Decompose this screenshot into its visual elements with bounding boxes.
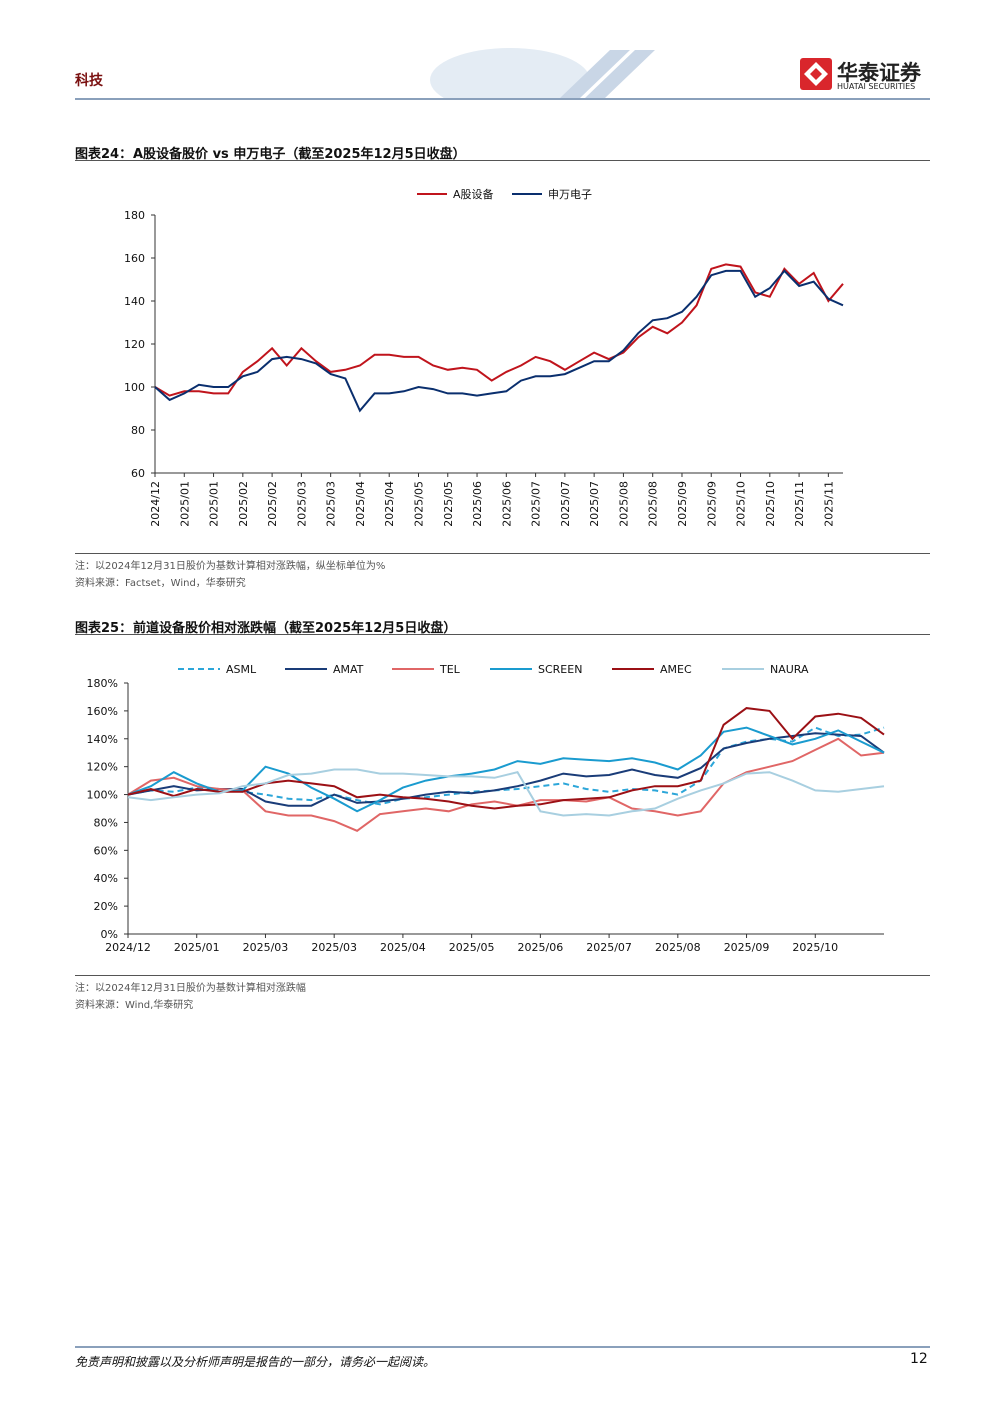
section: 科技 <box>75 73 103 89</box>
y-tick-label: 40% <box>94 872 118 885</box>
x-tick-label: 2025/07 <box>559 481 572 527</box>
y-tick-label: 180% <box>87 677 118 690</box>
x-tick-label: 2025/02 <box>266 481 279 527</box>
x-tick-label: 2025/03 <box>295 481 308 527</box>
note: 注：以2024年12月31日股价为基数计算相对涨跌幅，纵坐标单位为% <box>75 561 386 572</box>
y-tick-label: 80 <box>131 424 145 437</box>
x-tick-label: 2025/01 <box>208 481 221 527</box>
x-tick-label: 2025/09 <box>705 481 718 527</box>
legend-label: A股设备 <box>453 187 494 201</box>
x-tick-label: 2025/06 <box>518 941 564 954</box>
legend-label: NAURA <box>770 663 809 676</box>
x-tick-label: 2025/08 <box>617 481 630 527</box>
figure-title: A股设备股价 vs 申万电子（截至2025年12月5日收盘） <box>133 147 466 162</box>
line-series <box>127 726 885 813</box>
x-tick-label: 2025/07 <box>588 481 601 527</box>
logo-subtext: HUATAI SECURITIES <box>837 82 916 91</box>
x-tick-label: 2025/03 <box>325 481 338 527</box>
x-tick-label: 2025/05 <box>449 941 495 954</box>
y-tick-label: 160 <box>124 252 145 265</box>
line-series <box>127 768 885 817</box>
legend-label: 申万电子 <box>548 188 592 201</box>
x-tick-label: 2025/09 <box>724 941 770 954</box>
line-series <box>127 732 885 807</box>
y-tick-label: 140% <box>87 733 118 746</box>
figure-label: 图表24： <box>75 147 133 162</box>
line-series <box>127 707 885 810</box>
y-tick-label: 0% <box>101 928 118 941</box>
x-tick-label: 2024/12 <box>149 481 162 527</box>
y-tick-label: 160% <box>87 705 118 718</box>
disclaimer: 免责声明和披露以及分析师声明是报告的一部分，请务必一起阅读。 <box>75 1355 436 1369</box>
logo-icon <box>800 58 832 90</box>
y-tick-label: 60 <box>131 467 145 480</box>
source: 资料来源：Wind,华泰研究 <box>75 1000 194 1011</box>
y-tick-label: 60% <box>94 844 118 857</box>
line-series <box>154 263 844 397</box>
x-tick-label: 2025/01 <box>178 481 191 527</box>
x-tick-label: 2024/12 <box>105 941 151 954</box>
x-tick-label: 2025/05 <box>442 481 455 527</box>
y-tick-label: 180 <box>124 209 145 222</box>
y-tick-label: 140 <box>124 295 145 308</box>
x-tick-label: 2025/10 <box>764 481 777 527</box>
rule <box>75 634 930 635</box>
x-tick-label: 2025/03 <box>311 941 357 954</box>
y-tick-label: 80% <box>94 816 118 829</box>
x-tick-label: 2025/08 <box>655 941 701 954</box>
x-tick-label: 2025/01 <box>174 941 220 954</box>
legend-label: SCREEN <box>538 663 582 676</box>
y-tick-label: 120 <box>124 338 145 351</box>
x-tick-label: 2025/06 <box>500 481 513 527</box>
x-tick-label: 2025/07 <box>530 481 543 527</box>
x-tick-label: 2025/09 <box>676 481 689 527</box>
y-tick-label: 120% <box>87 761 118 774</box>
page-number: 12 <box>910 1351 928 1367</box>
x-tick-label: 2025/04 <box>380 941 426 954</box>
y-tick-label: 100% <box>87 789 118 802</box>
rule <box>75 975 930 976</box>
figure-label: 图表25： <box>75 621 133 636</box>
figure-title: 前道设备股价相对涨跌幅（截至2025年12月5日收盘） <box>133 621 457 636</box>
line-series <box>127 726 885 806</box>
rule <box>75 553 930 554</box>
chart: 60 80 100 120 140 160 180 2024/12 2025/01 2025/01… <box>124 187 844 527</box>
x-tick-label: 2025/06 <box>471 481 484 527</box>
x-tick-label: 2025/10 <box>792 941 838 954</box>
x-tick-label: 2025/07 <box>586 941 632 954</box>
x-tick-label: 2025/03 <box>243 941 289 954</box>
header-graphic <box>430 48 655 98</box>
legend-label: TEL <box>439 663 461 676</box>
x-tick-label: 2025/08 <box>647 481 660 527</box>
line-series <box>127 737 885 832</box>
line-series <box>154 269 844 413</box>
legend-label: ASML <box>226 663 257 676</box>
x-tick-label: 2025/02 <box>237 481 250 527</box>
x-tick-label: 2025/11 <box>822 481 835 527</box>
footer-rule <box>75 1346 930 1348</box>
chart: 0% 20% 40% 60% 80% 100% 120% 140% 160% 180% 2024/1… <box>87 663 885 954</box>
x-tick-label: 2025/11 <box>793 481 806 527</box>
rule <box>75 160 930 161</box>
y-tick-label: 20% <box>94 900 118 913</box>
y-tick-label: 100 <box>124 381 145 394</box>
legend-label: AMAT <box>333 663 364 676</box>
legend-label: AMEC <box>660 663 692 676</box>
x-tick-label: 2025/04 <box>383 481 396 527</box>
note: 注：以2024年12月31日股价为基数计算相对涨跌幅 <box>75 983 306 994</box>
x-tick-label: 2025/10 <box>735 481 748 527</box>
header-rule <box>75 98 930 100</box>
logo-text: 华泰证券 <box>837 61 921 85</box>
x-tick-label: 2025/05 <box>412 481 425 527</box>
x-tick-label: 2025/04 <box>354 481 367 527</box>
source: 资料来源：Factset，Wind，华泰研究 <box>75 578 246 589</box>
